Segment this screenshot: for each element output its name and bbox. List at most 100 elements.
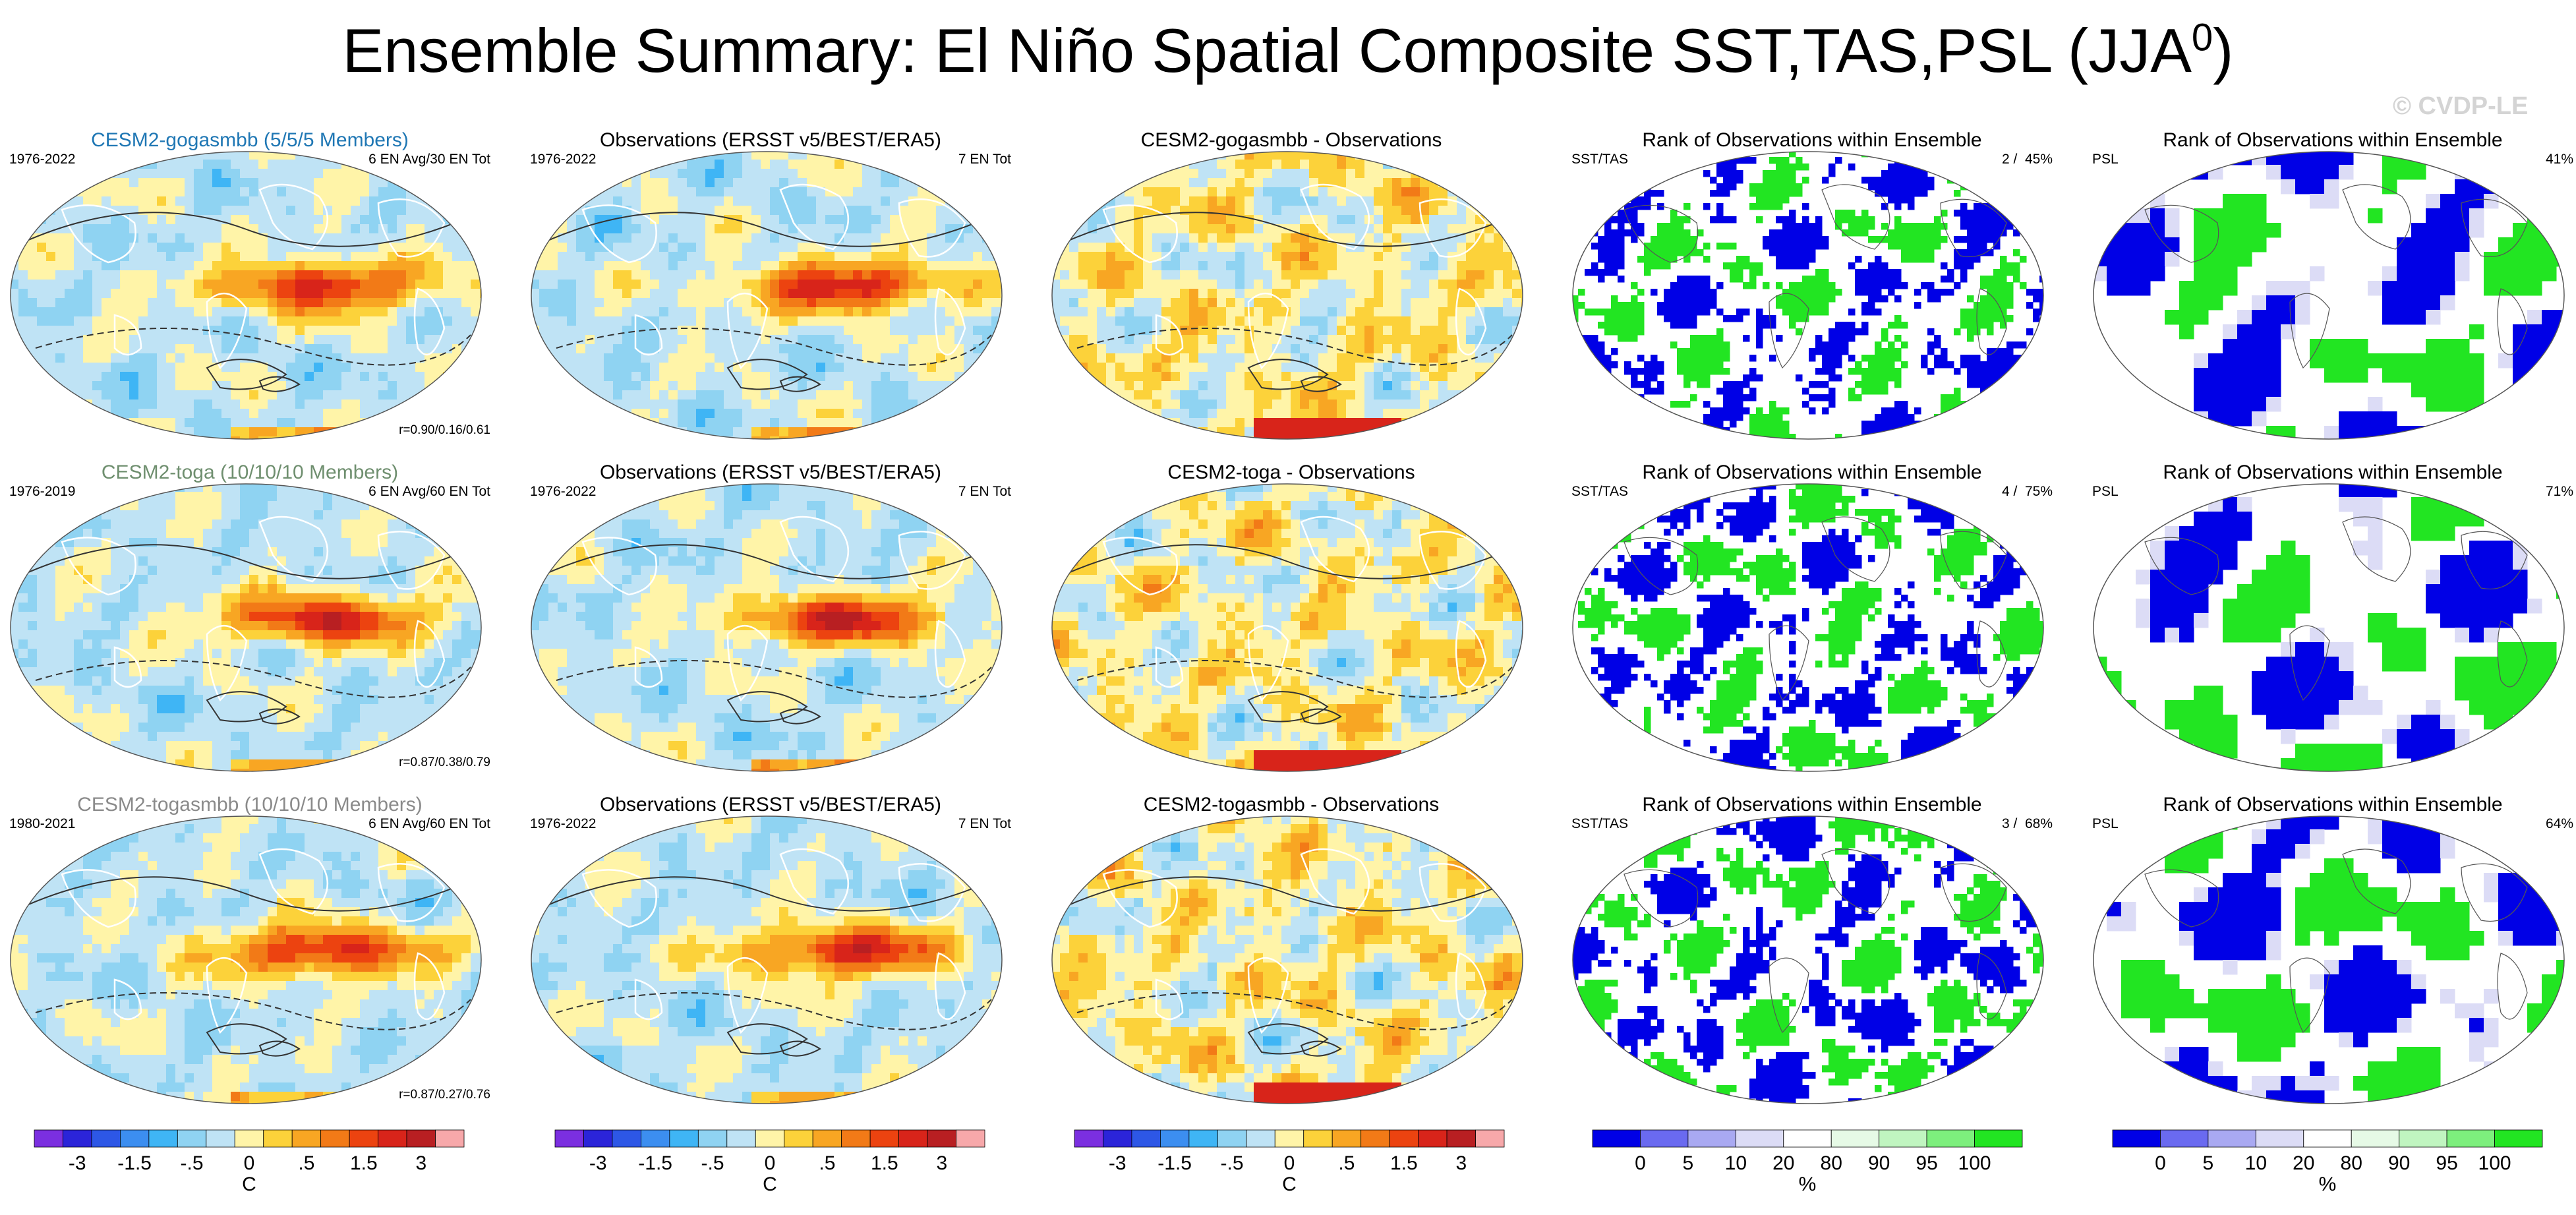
colorbar-box (63, 1129, 92, 1148)
colorbar-tick-label: .5 (819, 1152, 835, 1174)
colorbar-box (755, 1129, 785, 1148)
colorbar-box (349, 1129, 378, 1148)
map-panel-diff: CESM2-togasmbb - Observations (1051, 794, 1532, 1123)
colorbar-tick-label: 95 (1916, 1152, 1937, 1174)
panel-title: Observations (ERSST v5/BEST/ERA5) (530, 461, 1011, 484)
colorbar-box (697, 1129, 728, 1148)
panel-left-label: SST/TAS (1571, 816, 1628, 832)
panel-left-label: PSL (2092, 152, 2119, 167)
map-plot (10, 151, 482, 440)
colorbar-box (1735, 1129, 1784, 1148)
panel-left-label: PSL (2092, 816, 2119, 832)
colorbar-box (91, 1129, 121, 1148)
colorbar-box (1446, 1129, 1476, 1148)
colorbar-box (612, 1129, 641, 1148)
colorbar-box (1274, 1129, 1304, 1148)
page-title: Ensemble Summary: El Niño Spatial Compos… (0, 15, 2576, 87)
colorbar-box (1103, 1129, 1132, 1148)
panel-right-label: 7 EN Tot (958, 152, 1011, 167)
panel-left-label: 1976-2022 (530, 152, 596, 167)
map-plot (531, 483, 1003, 772)
map-plot (531, 815, 1003, 1104)
colorbar-tick-label: 10 (1725, 1152, 1747, 1174)
colorbar-box (669, 1129, 699, 1148)
colorbar-box (2351, 1129, 2400, 1148)
colorbar-box (956, 1129, 985, 1148)
colorbar-tick-label: -3 (69, 1152, 86, 1174)
pattern-correlation: r=0.87/0.27/0.76 (399, 1088, 490, 1102)
map-plot (10, 483, 482, 772)
colorbar-tick-label: -1.5 (1157, 1152, 1192, 1174)
colorbar-unit: C (1282, 1173, 1297, 1195)
colorbar-box (1389, 1129, 1419, 1148)
colorbar-box (1074, 1129, 1103, 1148)
map-plot (1051, 483, 1523, 772)
colorbar-box (1361, 1129, 1390, 1148)
colorbar-box (291, 1129, 322, 1148)
panel-title: CESM2-gogasmbb (5/5/5 Members) (9, 129, 490, 152)
colorbar-box (1217, 1129, 1247, 1148)
colorbar-box (784, 1129, 813, 1148)
map-panel-obs: Observations (ERSST v5/BEST/ERA5) 1976-20… (530, 794, 1011, 1123)
colorbar-tick-label: -.5 (701, 1152, 724, 1174)
colorbar-box (2446, 1129, 2495, 1148)
colorbar-box (1830, 1129, 1880, 1148)
panel-title: Rank of Observations within Ensemble (2092, 129, 2573, 152)
pattern-correlation: r=0.90/0.16/0.61 (399, 423, 490, 438)
panel-title: Rank of Observations within Ensemble (1571, 129, 2053, 152)
colorbar-tick-label: 1.5 (871, 1152, 898, 1174)
colorbar-box (1687, 1129, 1736, 1148)
colorbar-box (1879, 1129, 1927, 1148)
panel-title: Rank of Observations within Ensemble (1571, 461, 2053, 484)
map-panel-rank-sst: Rank of Observations within Ensemble SST/… (1571, 129, 2053, 459)
colorbar-box (1475, 1129, 1505, 1148)
colorbar-unit: C (242, 1173, 256, 1195)
map-plot (1572, 483, 2044, 772)
colorbar-tick-label: 90 (1868, 1152, 1890, 1174)
colorbar-box (378, 1129, 407, 1148)
map-plot (10, 815, 482, 1104)
map-plot (2093, 151, 2565, 440)
panel-right-label: 7 EN Tot (958, 816, 1011, 832)
colorbar-box (2160, 1129, 2209, 1148)
colorbar-box (435, 1129, 465, 1148)
panel-title: Observations (ERSST v5/BEST/ERA5) (530, 794, 1011, 816)
colorbar-box (554, 1129, 584, 1148)
map-plot (531, 151, 1003, 440)
panel-title: Rank of Observations within Ensemble (2092, 794, 2573, 816)
map-panel-obs: Observations (ERSST v5/BEST/ERA5) 1976-20… (530, 461, 1011, 791)
panel-right-label: 7 EN Tot (958, 484, 1011, 500)
colorbar-tick-label: 1.5 (350, 1152, 378, 1174)
colorbar-box (1926, 1129, 1975, 1148)
panel-left-label: 1976-2022 (530, 484, 596, 500)
colorbar-tick-label: 20 (1772, 1152, 1794, 1174)
colorbar-box (34, 1129, 63, 1148)
colorbar-box (263, 1129, 293, 1148)
colorbar-box (1640, 1129, 1689, 1148)
colorbar-box (406, 1129, 436, 1148)
colorbar-tick-label: 90 (2388, 1152, 2410, 1174)
colorbar-tick-label: 1.5 (1390, 1152, 1418, 1174)
map-plot (1051, 815, 1523, 1104)
map-panel-rank-psl: Rank of Observations within Ensemble PSL 4… (2092, 129, 2573, 459)
colorbar-box (119, 1129, 150, 1148)
colorbar-tick-label: 0 (2155, 1152, 2166, 1174)
watermark: © CVDP-LE (2393, 92, 2528, 121)
panel-left-label: SST/TAS (1571, 152, 1628, 167)
colorbar-tick-label: 0 (1284, 1152, 1295, 1174)
colorbar-tick-label: 10 (2245, 1152, 2267, 1174)
colorbar-tick-label: 100 (2478, 1152, 2511, 1174)
colorbar-box (2303, 1129, 2352, 1148)
colorbar-tick-label: -.5 (181, 1152, 204, 1174)
colorbar-tick-label: 0 (244, 1152, 255, 1174)
map-panel-model: CESM2-togasmbb (10/10/10 Members) 1980-20… (9, 794, 490, 1123)
colorbar-box (1188, 1129, 1218, 1148)
colorbar-tick-label: 0 (1635, 1152, 1646, 1174)
colorbar-box (148, 1129, 178, 1148)
colorbar-diff: -3 -1.5 -.5 0 .5 1.5 3 C (1074, 1129, 1505, 1195)
colorbar-model: -3 -1.5 -.5 0 .5 1.5 3 C (34, 1129, 465, 1195)
colorbar-box (2494, 1129, 2543, 1148)
colorbar-unit: C (763, 1173, 777, 1195)
colorbar-tick-label: -3 (1109, 1152, 1127, 1174)
colorbar-box (2112, 1129, 2161, 1148)
